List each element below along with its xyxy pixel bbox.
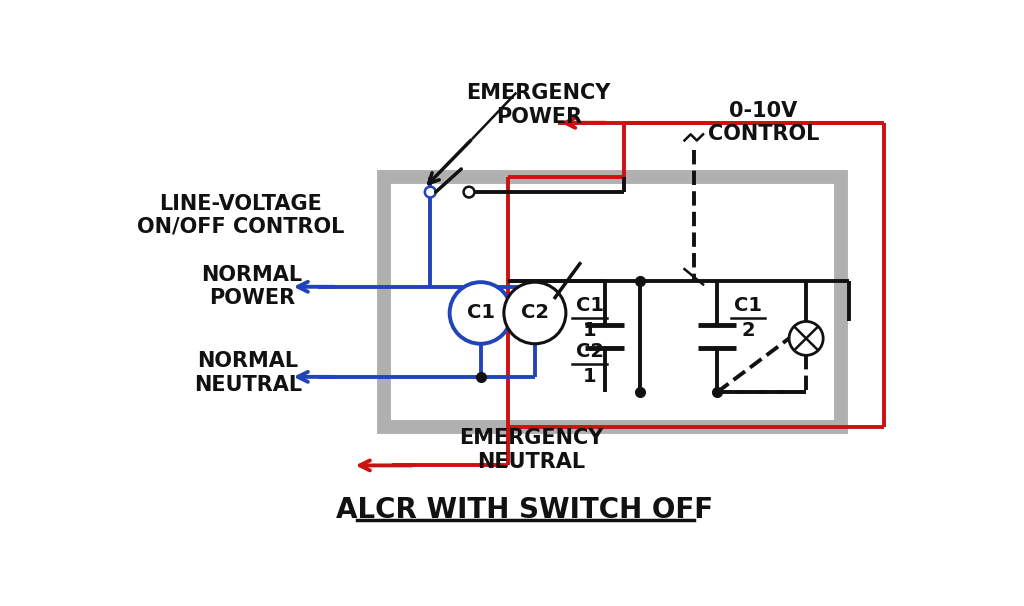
Circle shape [504, 282, 566, 344]
Text: 1: 1 [583, 367, 597, 386]
Text: EMERGENCY
NEUTRAL: EMERGENCY NEUTRAL [459, 428, 603, 471]
Text: NORMAL
POWER: NORMAL POWER [202, 265, 302, 308]
Circle shape [450, 282, 512, 344]
Text: C2: C2 [521, 304, 549, 322]
Text: 1: 1 [583, 321, 597, 339]
Text: C1: C1 [575, 296, 604, 315]
Text: LINE-VOLTAGE
ON/OFF CONTROL: LINE-VOLTAGE ON/OFF CONTROL [136, 193, 344, 237]
Circle shape [790, 321, 823, 355]
Circle shape [425, 187, 435, 198]
Text: C1: C1 [734, 296, 762, 315]
Text: C2: C2 [575, 342, 604, 361]
Circle shape [464, 187, 474, 198]
Text: EMERGENCY
POWER: EMERGENCY POWER [467, 84, 611, 127]
Text: 0-10V
CONTROL: 0-10V CONTROL [708, 101, 819, 144]
Text: 2: 2 [741, 321, 755, 339]
Text: ALCR WITH SWITCH OFF: ALCR WITH SWITCH OFF [336, 496, 714, 524]
Bar [384, 177, 841, 427]
Text: C1: C1 [467, 304, 495, 322]
Text: NORMAL
NEUTRAL: NORMAL NEUTRAL [195, 351, 302, 395]
